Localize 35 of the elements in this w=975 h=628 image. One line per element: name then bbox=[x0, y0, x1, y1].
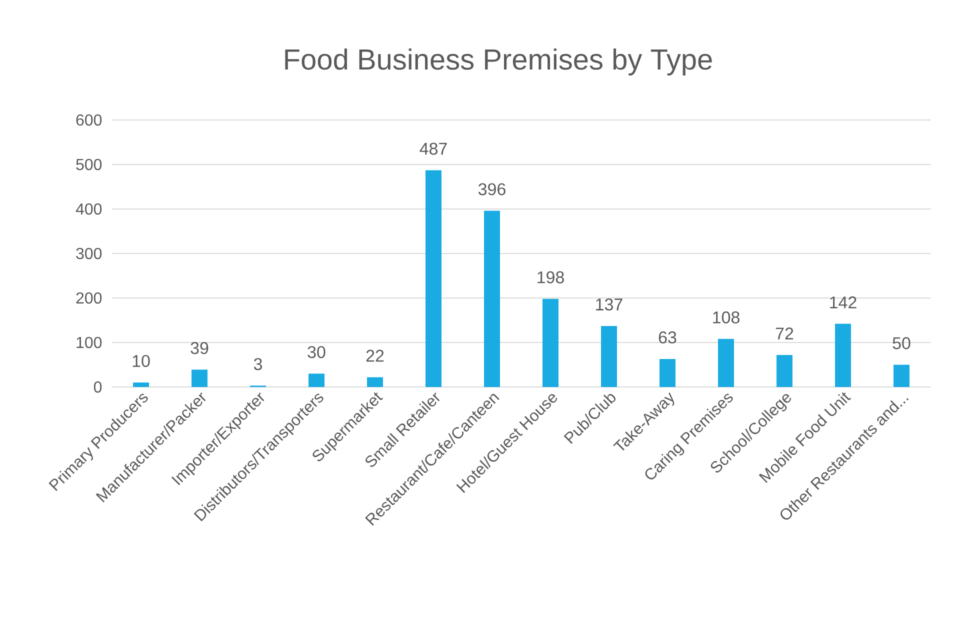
y-tick-label: 100 bbox=[76, 336, 102, 348]
bar bbox=[660, 358, 676, 387]
data-label: 63 bbox=[658, 331, 676, 344]
data-label: 72 bbox=[776, 328, 794, 340]
chart-title: Food Business Premises by Type bbox=[285, 48, 712, 76]
bar bbox=[542, 298, 558, 387]
data-label: 108 bbox=[713, 311, 740, 324]
bar bbox=[133, 382, 150, 387]
data-label: 22 bbox=[366, 350, 384, 362]
bar bbox=[308, 374, 325, 387]
data-label: 198 bbox=[538, 271, 564, 284]
y-tick-label: 500 bbox=[76, 158, 102, 170]
bar bbox=[367, 377, 384, 387]
data-label: 10 bbox=[132, 354, 150, 368]
data-label: 142 bbox=[830, 296, 856, 308]
y-tick-label: 0 bbox=[94, 381, 102, 393]
bar bbox=[426, 170, 442, 387]
data-label: 30 bbox=[308, 346, 326, 358]
y-tick-label: 300 bbox=[76, 248, 102, 260]
y-tick-label: 600 bbox=[76, 114, 102, 126]
data-label: 487 bbox=[420, 142, 447, 155]
data-label: 50 bbox=[892, 337, 910, 350]
bar bbox=[601, 326, 617, 387]
y-tick-label: 400 bbox=[76, 203, 102, 215]
bar bbox=[894, 364, 910, 387]
bar bbox=[484, 210, 500, 387]
data-label: 3 bbox=[254, 358, 262, 370]
bar bbox=[776, 354, 792, 387]
bar bbox=[835, 324, 851, 387]
bar bbox=[718, 338, 734, 387]
data-label: 396 bbox=[478, 183, 506, 196]
y-tick-label: 200 bbox=[76, 292, 102, 304]
bar bbox=[192, 370, 208, 387]
data-label: 39 bbox=[190, 342, 208, 354]
data-label: 137 bbox=[596, 298, 622, 310]
